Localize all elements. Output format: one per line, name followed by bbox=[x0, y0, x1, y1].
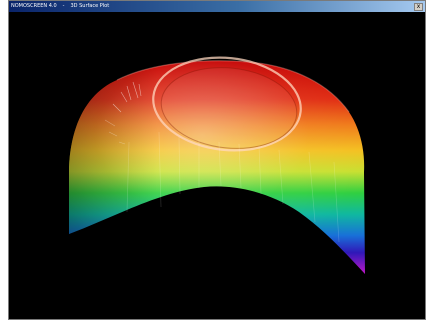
view-name: 3D Surface Plot bbox=[70, 3, 110, 9]
surface-plot bbox=[69, 56, 365, 274]
app-name: NOMOSCREEN 4.0 bbox=[11, 3, 57, 9]
window-title: NOMOSCREEN 4.0 - 3D Surface Plot bbox=[11, 1, 109, 12]
title-separator: - bbox=[62, 3, 65, 9]
surface-streaks bbox=[126, 131, 340, 243]
close-button[interactable]: x bbox=[414, 2, 423, 11]
surface-plot-viewport[interactable] bbox=[9, 12, 425, 319]
close-icon: x bbox=[416, 2, 421, 10]
surface-rim bbox=[152, 56, 302, 152]
surface-texture bbox=[104, 81, 142, 145]
title-bar[interactable]: NOMOSCREEN 4.0 - 3D Surface Plot x bbox=[9, 1, 425, 12]
app-window: NOMOSCREEN 4.0 - 3D Surface Plot x bbox=[8, 0, 426, 320]
